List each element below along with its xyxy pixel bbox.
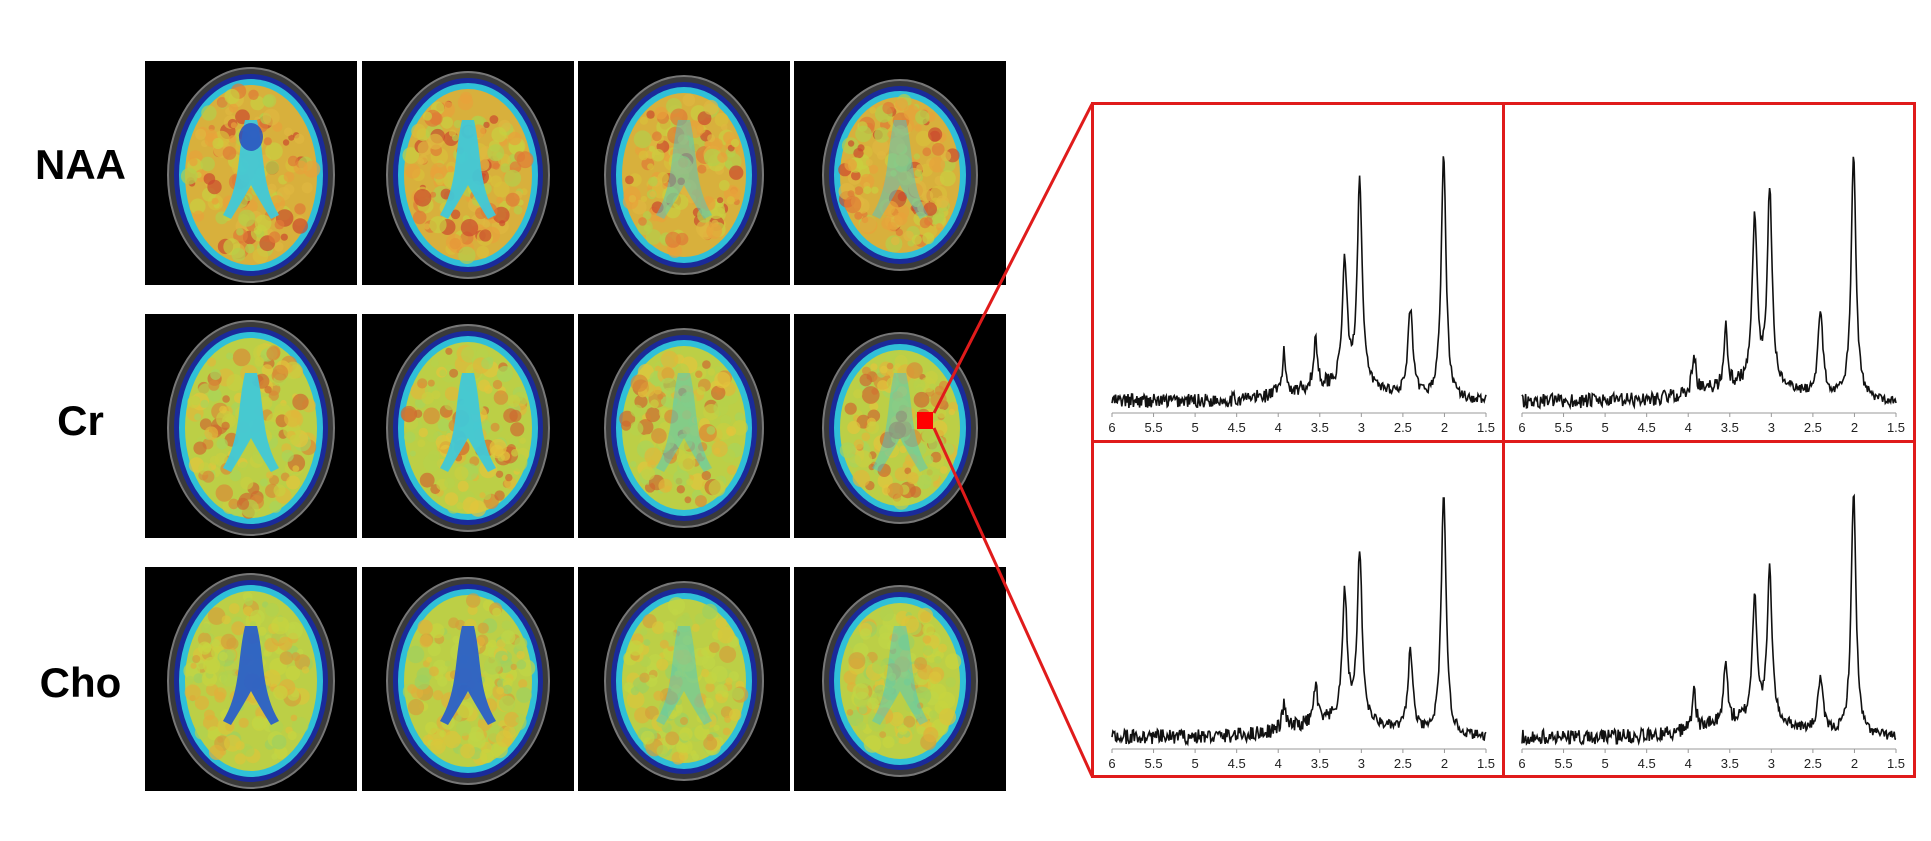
brain-map-image bbox=[167, 573, 335, 789]
spectrum-chart-2: 6 5.5 5 4.5 4 3.5 3 2.5 2 1.5 bbox=[1518, 156, 1905, 435]
spectrum-panel-2: 6 5.5 5 4.5 4 3.5 3 2.5 2 1.5 bbox=[1504, 105, 1914, 441]
spectrum-trace bbox=[1111, 156, 1487, 409]
x-tick-label: 4 bbox=[1685, 756, 1692, 771]
map-tile-cho-slice-3 bbox=[578, 567, 790, 791]
x-tick-label: 4 bbox=[1275, 756, 1282, 771]
spectrum-panel-3: 6 5.5 5 4.5 4 3.5 3 2.5 2 1.5 bbox=[1094, 441, 1504, 777]
x-tick-label: 3.5 bbox=[1311, 756, 1329, 771]
map-tile-naa-slice-2 bbox=[362, 61, 574, 285]
x-tick-label: 2 bbox=[1851, 420, 1858, 435]
x-tick-label: 5 bbox=[1191, 756, 1198, 771]
map-tile-cho-slice-1 bbox=[145, 567, 357, 791]
map-tile-cho-slice-4 bbox=[794, 567, 1006, 791]
x-tick-label: 5 bbox=[1601, 756, 1608, 771]
brain-map-image bbox=[822, 585, 978, 777]
x-tick-label: 1.5 bbox=[1477, 756, 1495, 771]
spectrum-trace bbox=[1521, 493, 1897, 746]
x-tick-label: 1.5 bbox=[1477, 420, 1495, 435]
x-tick-label: 2 bbox=[1441, 420, 1448, 435]
x-tick-label: 5.5 bbox=[1145, 756, 1163, 771]
x-tick-label: 5.5 bbox=[1145, 420, 1163, 435]
x-tick-label: 3 bbox=[1358, 756, 1365, 771]
x-tick-label: 3.5 bbox=[1721, 756, 1739, 771]
brain-map-image bbox=[386, 577, 550, 785]
x-tick-label: 4 bbox=[1275, 420, 1282, 435]
x-tick-label: 6 bbox=[1108, 756, 1115, 771]
x-tick-label: 2.5 bbox=[1804, 420, 1822, 435]
x-tick-label: 5.5 bbox=[1555, 420, 1573, 435]
x-tick-label: 5 bbox=[1601, 420, 1608, 435]
x-tick-label: 2 bbox=[1851, 756, 1858, 771]
map-tile-cr-slice-1 bbox=[145, 314, 357, 538]
spectrum-chart-4: 6 5.5 5 4.5 4 3.5 3 2.5 2 1.5 bbox=[1518, 493, 1905, 771]
row-label-naa: NAA bbox=[35, 141, 126, 188]
x-tick-label: 3 bbox=[1358, 420, 1365, 435]
x-tick-label: 3 bbox=[1768, 756, 1775, 771]
spectrum-chart-3: 6 5.5 5 4.5 4 3.5 3 2.5 2 1.5 bbox=[1108, 497, 1495, 771]
spectrum-trace bbox=[1521, 156, 1897, 411]
map-tile-cho-slice-2 bbox=[362, 567, 574, 791]
brain-map-image bbox=[167, 320, 335, 536]
spectra-frame: 6 5.5 5 4.5 4 3.5 3 2.5 2 1.5 6 5.5 5 4.5 4 3.5 3 2.5 2 1.… bbox=[1091, 102, 1916, 778]
brain-map-image bbox=[386, 71, 550, 279]
brain-map-image bbox=[167, 67, 335, 283]
row-label-cho: Cho bbox=[39, 659, 122, 706]
x-tick-label: 4.5 bbox=[1638, 756, 1656, 771]
brain-map-image bbox=[822, 332, 978, 524]
x-tick-label: 2 bbox=[1441, 756, 1448, 771]
x-tick-label: 3.5 bbox=[1721, 420, 1739, 435]
brain-map-image bbox=[604, 328, 764, 528]
x-tick-label: 5.5 bbox=[1555, 756, 1573, 771]
map-tile-cr-slice-3 bbox=[578, 314, 790, 538]
map-tile-naa-slice-3 bbox=[578, 61, 790, 285]
brain-map-image bbox=[822, 79, 978, 271]
x-tick-label: 4.5 bbox=[1228, 756, 1246, 771]
spectra-divider-horizontal bbox=[1094, 440, 1913, 443]
spectrum-panel-1: 6 5.5 5 4.5 4 3.5 3 2.5 2 1.5 bbox=[1094, 105, 1504, 441]
x-tick-label: 4.5 bbox=[1228, 420, 1246, 435]
x-tick-label: 6 bbox=[1518, 756, 1525, 771]
row-label-cr: Cr bbox=[57, 397, 104, 444]
spectrum-chart-1: 6 5.5 5 4.5 4 3.5 3 2.5 2 1.5 bbox=[1108, 156, 1495, 435]
x-tick-label: 6 bbox=[1518, 420, 1525, 435]
spectrum-panel-4: 6 5.5 5 4.5 4 3.5 3 2.5 2 1.5 bbox=[1504, 441, 1914, 777]
map-tile-naa-slice-4 bbox=[794, 61, 1006, 285]
brain-map-image bbox=[604, 75, 764, 275]
x-tick-label: 6 bbox=[1108, 420, 1115, 435]
x-tick-label: 1.5 bbox=[1887, 756, 1905, 771]
brain-map-image bbox=[604, 581, 764, 781]
x-tick-label: 2.5 bbox=[1394, 420, 1412, 435]
brain-map-image bbox=[386, 324, 550, 532]
map-tile-cr-slice-2 bbox=[362, 314, 574, 538]
x-tick-label: 3.5 bbox=[1311, 420, 1329, 435]
map-tile-naa-slice-1 bbox=[145, 61, 357, 285]
x-tick-label: 4 bbox=[1685, 420, 1692, 435]
x-tick-label: 4.5 bbox=[1638, 420, 1656, 435]
x-tick-label: 5 bbox=[1191, 420, 1198, 435]
x-tick-label: 2.5 bbox=[1804, 756, 1822, 771]
spectrum-trace bbox=[1111, 497, 1487, 747]
x-tick-label: 1.5 bbox=[1887, 420, 1905, 435]
x-tick-label: 2.5 bbox=[1394, 756, 1412, 771]
map-tile-cr-slice-4 bbox=[794, 314, 1006, 538]
x-tick-label: 3 bbox=[1768, 420, 1775, 435]
